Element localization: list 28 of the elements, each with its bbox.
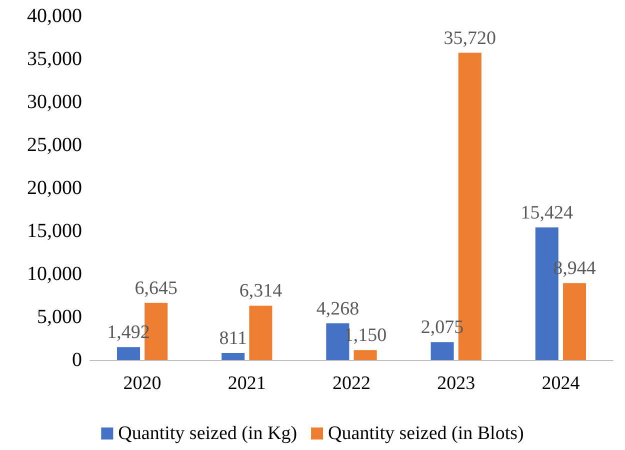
bar (249, 306, 272, 360)
x-tick-label: 2023 (437, 373, 476, 394)
data-label: 811 (219, 328, 247, 350)
x-tick-label: 2024 (542, 373, 580, 394)
bar (430, 342, 454, 360)
y-tick-label: 5,000 (37, 306, 82, 328)
y-tick-label: 35,000 (27, 48, 82, 70)
y-tick-label: 25,000 (27, 134, 82, 156)
x-tick-label: 2022 (332, 373, 370, 394)
y-tick-label: 40,000 (27, 5, 82, 27)
x-tick-label: 2020 (123, 373, 162, 394)
legend-label: Quantity seized (in Blots) (328, 423, 524, 444)
data-label: 4,268 (316, 298, 360, 320)
y-tick-label: 30,000 (27, 91, 82, 113)
bar (116, 347, 140, 360)
bar (354, 350, 377, 360)
data-label: 6,645 (134, 278, 178, 299)
y-tick-label: 20,000 (27, 177, 82, 199)
bar (563, 283, 586, 360)
y-tick-label: 15,000 (27, 220, 82, 242)
y-tick-label: 10,000 (27, 263, 82, 285)
legend-label: Quantity seized (in Kg) (118, 423, 298, 444)
bar (222, 353, 245, 360)
data-label: 35,720 (444, 28, 496, 49)
data-label: 6,314 (239, 280, 283, 302)
data-label: 15,424 (520, 202, 574, 224)
x-tick-label: 2021 (228, 373, 266, 394)
y-tick-label: 0 (72, 349, 82, 371)
